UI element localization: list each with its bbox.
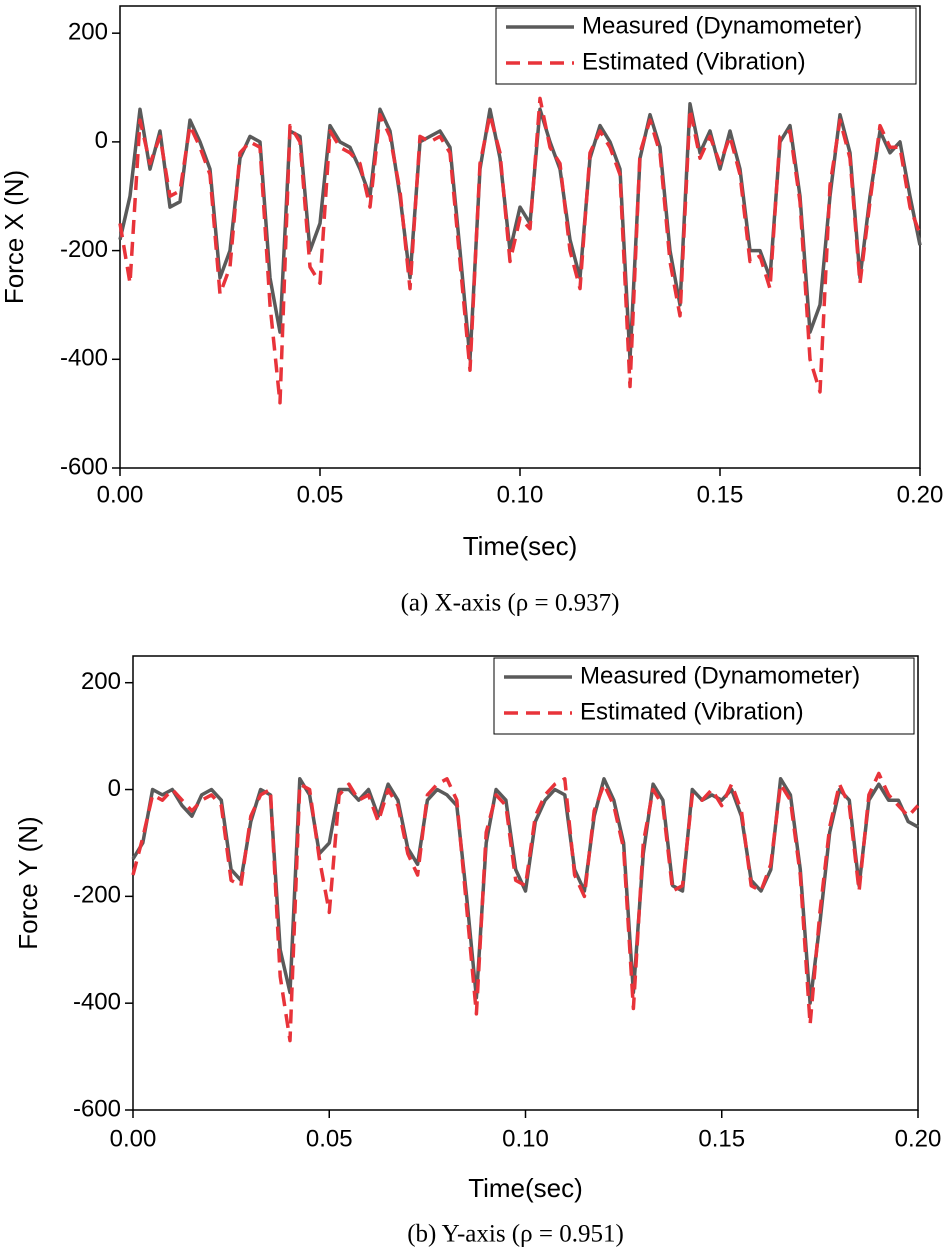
legend-label: Measured (Dynamometer) xyxy=(580,662,860,689)
x-tick-label: 0.10 xyxy=(502,1125,549,1152)
x-tick-label: 0.15 xyxy=(697,481,744,508)
y-tick-label: -600 xyxy=(60,453,108,480)
x-axis-label: Time(sec) xyxy=(463,531,578,561)
legend-box xyxy=(495,7,917,85)
y-tick-label: -600 xyxy=(73,1095,121,1122)
caption: (b) Y-axis (ρ = 0.951) xyxy=(407,1221,624,1248)
y-tick-label: -400 xyxy=(73,989,121,1016)
series-line xyxy=(131,771,920,1043)
x-tick-label: 0.05 xyxy=(297,481,344,508)
y-tick-label: -200 xyxy=(73,882,121,909)
x-tick-label: 0.00 xyxy=(110,1125,157,1152)
x-tick-label: 0.20 xyxy=(897,481,944,508)
y-tick-label: -200 xyxy=(60,236,108,263)
y-tick-label: 200 xyxy=(81,668,121,695)
y-tick-label: 0 xyxy=(95,127,108,154)
y-tick-label: 200 xyxy=(68,19,108,46)
y-axis-label: Force X (N) xyxy=(0,170,29,304)
y-tick-label: -400 xyxy=(60,345,108,372)
x-axis-label: Time(sec) xyxy=(468,1173,583,1203)
x-tick-label: 0.15 xyxy=(698,1125,745,1152)
series-line xyxy=(118,96,922,405)
x-tick-label: 0.10 xyxy=(497,481,544,508)
caption: (a) X-axis (ρ = 0.937) xyxy=(401,590,620,617)
y-axis-label: Force Y (N) xyxy=(13,816,43,949)
legend-box xyxy=(493,657,915,735)
y-tick-label: 0 xyxy=(108,775,121,802)
x-tick-label: 0.05 xyxy=(306,1125,353,1152)
x-tick-label: 0.00 xyxy=(97,481,144,508)
legend-label: Estimated (Vibration) xyxy=(582,48,806,75)
legend-label: Measured (Dynamometer) xyxy=(582,12,862,39)
legend-label: Estimated (Vibration) xyxy=(580,698,804,725)
series-line xyxy=(118,102,922,362)
x-tick-label: 0.20 xyxy=(895,1125,942,1152)
